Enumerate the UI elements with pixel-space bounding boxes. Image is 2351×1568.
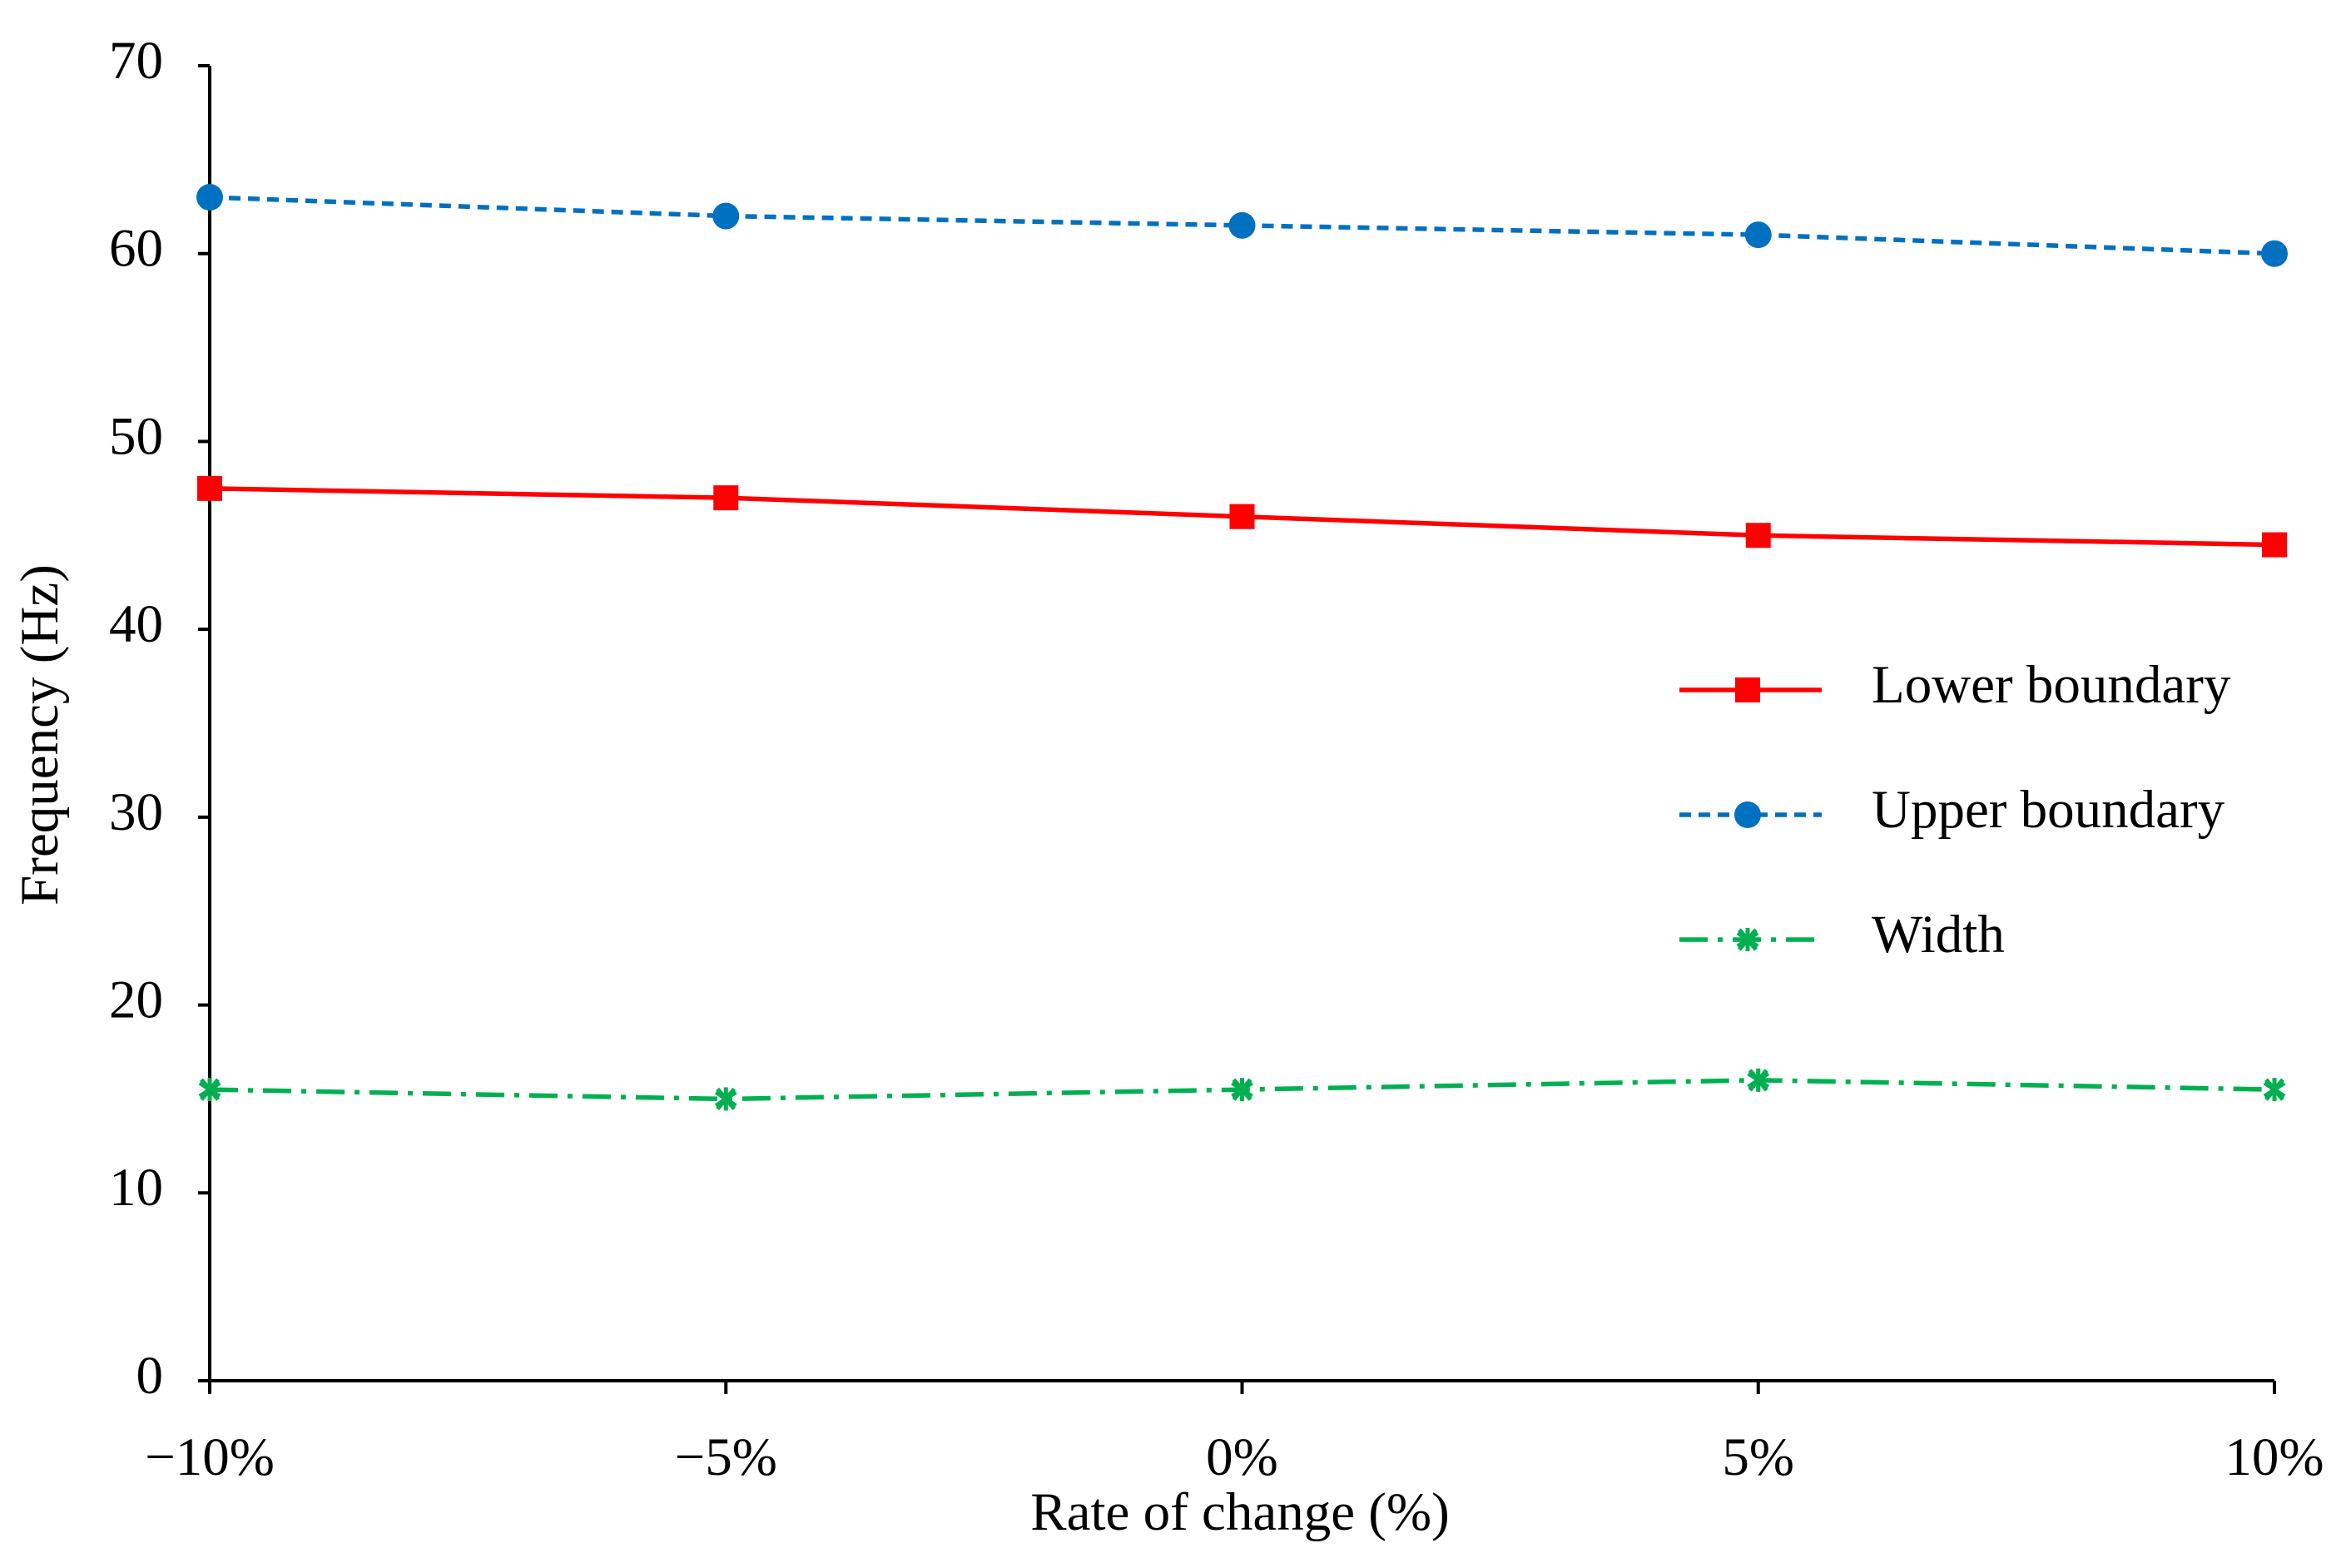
x-tick-label: −10% <box>145 1427 275 1487</box>
x-tick-label: −5% <box>675 1427 777 1487</box>
data-point <box>1231 1078 1253 1102</box>
y-tick-label: 50 <box>109 406 163 466</box>
legend-label: Width <box>1872 905 2005 965</box>
data-point <box>1745 523 1771 548</box>
y-axis-title: Frequency (Hz) <box>10 564 70 906</box>
data-point <box>2261 240 2288 267</box>
marker-stroke <box>1748 1069 1768 1092</box>
data-point <box>197 475 222 501</box>
y-tick-label: 70 <box>109 31 163 91</box>
legend-label: Lower boundary <box>1872 655 2231 715</box>
data-point <box>1228 211 1256 239</box>
data-point <box>1744 221 1772 249</box>
y-tick-label: 0 <box>136 1346 164 1406</box>
x-axis-title: Rate of change (%) <box>1030 1482 1450 1542</box>
legend-marker <box>1735 677 1760 702</box>
marker-stroke <box>716 1087 737 1111</box>
data-point <box>1229 504 1255 529</box>
data-point <box>198 1078 221 1102</box>
data-point <box>714 1087 737 1111</box>
y-tick-label: 30 <box>109 782 163 842</box>
legend-marker <box>1736 928 1759 951</box>
marker-stroke <box>200 1078 220 1101</box>
x-tick-label: 5% <box>1722 1427 1794 1487</box>
y-tick-label: 40 <box>109 594 163 654</box>
data-point <box>196 184 223 211</box>
x-tick-label: 10% <box>2225 1427 2324 1487</box>
legend-label: Upper boundary <box>1872 780 2225 840</box>
data-point <box>2263 1078 2286 1102</box>
marker-stroke <box>1232 1078 1252 1101</box>
data-point <box>713 485 739 511</box>
x-tick-label: 0% <box>1206 1427 1278 1487</box>
marker-stroke <box>2264 1078 2284 1101</box>
y-tick-label: 10 <box>109 1158 163 1218</box>
data-point <box>712 202 740 230</box>
data-point <box>1747 1068 1770 1092</box>
y-tick-label: 20 <box>109 970 163 1030</box>
legend-marker <box>1734 801 1761 828</box>
data-point <box>2262 532 2287 558</box>
marker-stroke <box>1738 928 1758 951</box>
y-tick-label: 60 <box>109 219 163 279</box>
